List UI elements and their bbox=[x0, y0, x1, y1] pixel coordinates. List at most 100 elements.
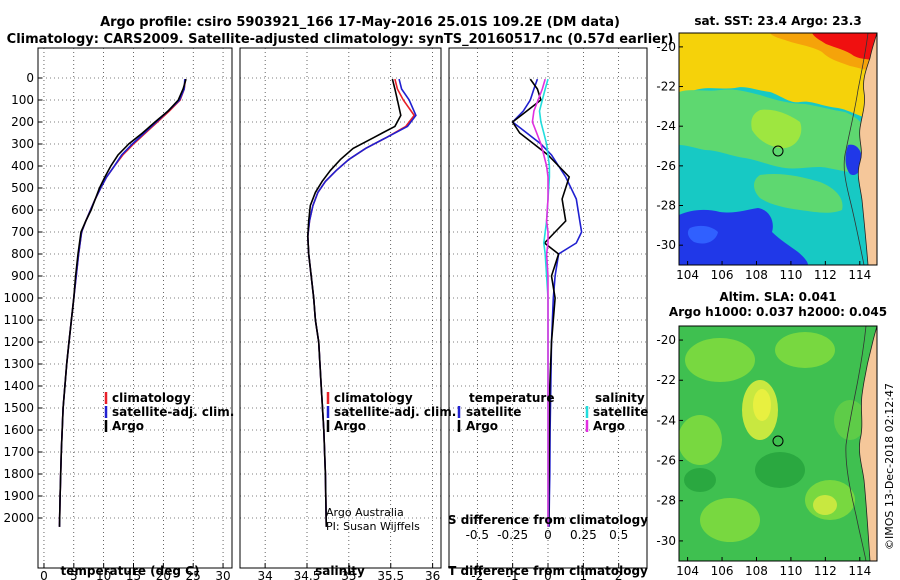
temperature-panel: 0 5 10 15 20 25 300100200300400500600700800900… bbox=[3, 47, 233, 580]
map-y-tick-label: -28 bbox=[656, 494, 676, 508]
series-line bbox=[306, 78, 416, 527]
y-tick-label: 1400 bbox=[3, 379, 34, 393]
y-tick-label: 1200 bbox=[3, 335, 34, 349]
copyright-text: ©IMOS 13-Dec-2018 02:12:47 bbox=[883, 383, 896, 550]
map-x-tick-label: 104 bbox=[676, 564, 699, 578]
x-top-tick-label: 0 bbox=[544, 528, 552, 542]
sst-map-title: sat. SST: 23.4 Argo: 23.3 bbox=[694, 14, 861, 28]
argo-location-marker-sst bbox=[772, 145, 784, 157]
map-x-tick-label: 106 bbox=[711, 564, 734, 578]
x-tick-label: -1 bbox=[507, 569, 519, 580]
y-tick-label: 1800 bbox=[3, 467, 34, 481]
y-tick-label: 100 bbox=[11, 93, 34, 107]
series-line bbox=[306, 78, 417, 527]
y-tick-label: 1300 bbox=[3, 357, 34, 371]
x-tick-label: 34 bbox=[257, 569, 272, 580]
map-y-tick-label: -30 bbox=[656, 238, 676, 252]
x-tick-label: 35.5 bbox=[377, 569, 404, 580]
y-tick-label: 1700 bbox=[3, 445, 34, 459]
sst-map: 104 106 108 110 112 114 -20 -22 -24 -26 -28 -30 bbox=[656, 32, 878, 282]
legend-argo: Argo bbox=[112, 419, 144, 433]
x-tick-label: 2 bbox=[615, 569, 623, 580]
x-tick-label: 36 bbox=[425, 569, 440, 580]
temperature-xlabel: temperature (deg C) bbox=[61, 564, 200, 578]
map-x-tick-label: 104 bbox=[676, 268, 699, 282]
y-tick-label: 1500 bbox=[3, 401, 34, 415]
y-tick-label: 700 bbox=[11, 225, 34, 239]
y-tick-label: 300 bbox=[11, 137, 34, 151]
y-tick-label: 1900 bbox=[3, 489, 34, 503]
y-tick-label: 1000 bbox=[3, 291, 34, 305]
series-line bbox=[58, 79, 187, 527]
x-tick-label: 10 bbox=[96, 569, 111, 580]
legend-temperature-title: temperature bbox=[469, 391, 554, 405]
x-tick-label: 34.5 bbox=[294, 569, 321, 580]
x-top-tick-label: -0.25 bbox=[497, 528, 528, 542]
argo-location-marker-sla bbox=[772, 435, 784, 447]
x-tick-label: 25 bbox=[186, 569, 201, 580]
x-top-tick-label: 0.5 bbox=[609, 528, 628, 542]
map-y-tick-label: -22 bbox=[656, 80, 676, 94]
legend-s-argo: Argo bbox=[593, 419, 625, 433]
y-tick-label: 1600 bbox=[3, 423, 34, 437]
legend-argo: Argo bbox=[334, 419, 366, 433]
map-x-tick-label: 108 bbox=[745, 564, 768, 578]
y-tick-label: 500 bbox=[11, 181, 34, 195]
y-tick-label: 900 bbox=[11, 269, 34, 283]
x-tick-label: 5 bbox=[70, 569, 78, 580]
series-line bbox=[58, 79, 186, 527]
salinity-panel: 34 34.5 35 35.5 36 bbox=[239, 47, 442, 580]
x-tick-label: 15 bbox=[126, 569, 141, 580]
annotation-pi: PI: Susan Wijffels bbox=[326, 520, 420, 533]
map-x-tick-label: 114 bbox=[848, 268, 871, 282]
map-y-tick-label: -26 bbox=[656, 159, 676, 173]
legend-satellite-adj: satellite-adj. clim. bbox=[112, 405, 234, 419]
map-y-tick-label: -30 bbox=[656, 534, 676, 548]
title-line1: Argo profile: csiro 5903921_166 17-May-2… bbox=[100, 15, 620, 30]
map-x-tick-label: 106 bbox=[711, 268, 734, 282]
x-tick-label: -2 bbox=[471, 569, 483, 580]
map-y-tick-label: -22 bbox=[656, 373, 676, 387]
y-tick-label: 400 bbox=[11, 159, 34, 173]
map-x-tick-label: 110 bbox=[779, 564, 802, 578]
sla-map-title-line2: Argo h1000: 0.037 h2000: 0.045 bbox=[669, 305, 887, 319]
series-line bbox=[531, 78, 549, 527]
y-tick-label: 2000 bbox=[3, 511, 34, 525]
difference-panel: -2 -1 0 1 2 -0.5 -0.25 0 0.25 0.5 bbox=[448, 47, 648, 580]
series-line bbox=[58, 78, 187, 527]
legend-t-satellite: satellite bbox=[466, 405, 521, 419]
y-tick-label: 1100 bbox=[3, 313, 34, 327]
sla-map: 104 106 108 110 112 114 -20 -22 -24 -26 -28 -30 bbox=[656, 325, 878, 578]
map-x-tick-label: 108 bbox=[745, 268, 768, 282]
legend-salinity-title: salinity bbox=[595, 391, 645, 405]
x-tick-label: 1 bbox=[580, 569, 588, 580]
x-tick-label: 35 bbox=[341, 569, 356, 580]
temperature-legend: climatology satellite-adj. clim. Argo bbox=[104, 391, 234, 433]
tdiff-xlabel: T difference from climatology bbox=[448, 564, 648, 578]
salinity-legend: climatology satellite-adj. clim. Argo bbox=[326, 391, 456, 433]
map-y-tick-label: -24 bbox=[656, 119, 676, 133]
map-x-tick-label: 110 bbox=[779, 268, 802, 282]
plot-frame bbox=[37, 47, 233, 569]
x-tick-label: 20 bbox=[156, 569, 171, 580]
legend-s-satellite: satellite bbox=[593, 405, 648, 419]
legend-climatology: climatology bbox=[112, 391, 191, 405]
difference-legend: temperature satellite Argo salinity sate… bbox=[457, 391, 648, 433]
x-top-tick-label: 0.25 bbox=[570, 528, 597, 542]
title-line2: Climatology: CARS2009. Satellite-adjuste… bbox=[7, 32, 674, 47]
legend-satellite-adj: satellite-adj. clim. bbox=[334, 405, 456, 419]
x-top-tick-label: -0.5 bbox=[466, 528, 489, 542]
sdiff-xlabel: S difference from climatology bbox=[448, 513, 648, 527]
y-tick-label: 200 bbox=[11, 115, 34, 129]
map-x-tick-label: 112 bbox=[814, 564, 837, 578]
plot-frame bbox=[239, 47, 442, 569]
map-y-tick-label: -26 bbox=[656, 454, 676, 468]
map-x-tick-label: 112 bbox=[814, 268, 837, 282]
legend-climatology: climatology bbox=[334, 391, 413, 405]
series-line bbox=[306, 78, 402, 527]
map-y-tick-label: -28 bbox=[656, 199, 676, 213]
map-y-tick-label: -20 bbox=[656, 333, 676, 347]
x-tick-label: 30 bbox=[215, 569, 230, 580]
salinity-xlabel: salinity bbox=[315, 564, 365, 578]
